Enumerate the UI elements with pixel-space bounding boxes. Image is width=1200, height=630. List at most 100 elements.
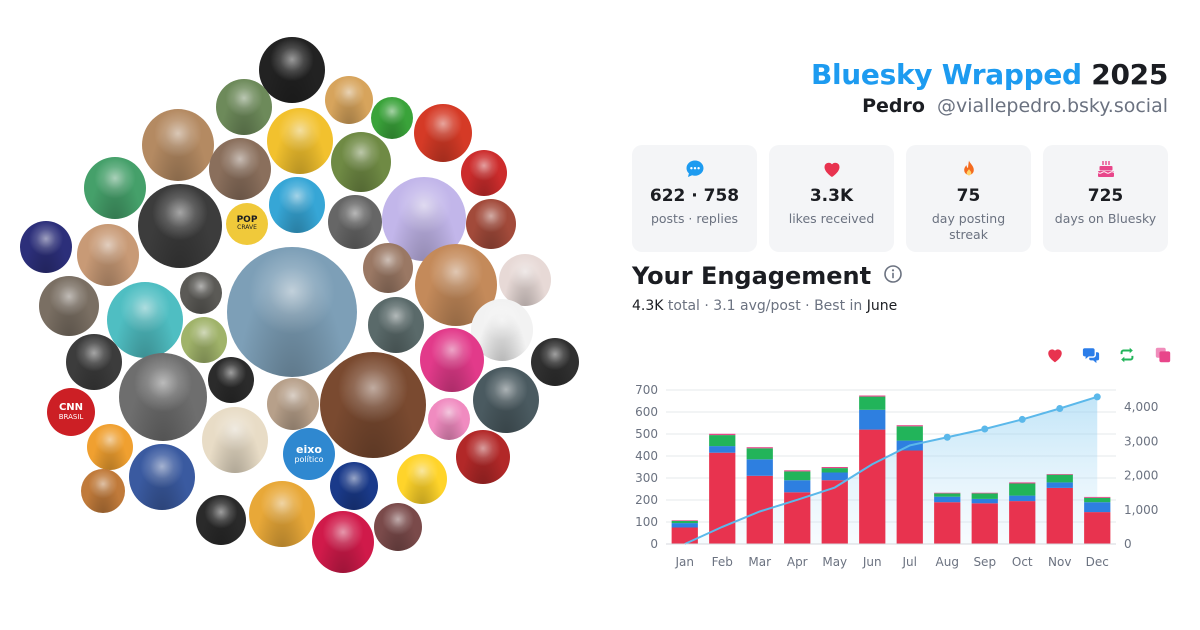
engagement-total-word: total xyxy=(667,298,700,314)
bar-reposts xyxy=(859,396,886,410)
avatar xyxy=(330,462,378,510)
avatar xyxy=(312,511,374,573)
bar-replies xyxy=(934,496,961,503)
bar-quotes xyxy=(1009,482,1036,484)
bar-reposts xyxy=(1046,474,1073,483)
cumulative-point xyxy=(943,433,951,441)
engagement-chart: 0 100 200 300 400 500 600 700 0 1,000 2,000 3,000 4,… xyxy=(635,383,1158,569)
bar-reposts xyxy=(671,520,698,524)
avatar xyxy=(371,97,413,139)
avatar xyxy=(420,328,484,392)
y2-tick-label: 3,000 xyxy=(1124,434,1158,448)
bar-likes xyxy=(1046,487,1073,544)
y2-tick-label: 2,000 xyxy=(1124,469,1158,483)
avatar xyxy=(269,177,325,233)
bar-quotes xyxy=(784,470,811,472)
engagement-best-month: June xyxy=(866,298,898,314)
engagement-title: Your Engagement xyxy=(632,262,903,290)
stat-label: days on Bluesky xyxy=(1054,211,1157,226)
bar-replies xyxy=(859,409,886,430)
year-title: 2025 xyxy=(1091,58,1168,91)
stat-label: day posting streak xyxy=(931,211,1006,242)
bar-replies xyxy=(671,523,698,528)
heart-icon xyxy=(769,159,894,179)
logo-bubble-text: eixo político xyxy=(294,443,324,464)
bar-quotes xyxy=(821,467,848,469)
cumulative-point xyxy=(981,425,989,433)
bar-likes xyxy=(1009,501,1036,544)
bar-likes xyxy=(896,450,923,544)
brand-title: Bluesky Wrapped xyxy=(810,58,1082,91)
cumulative-line xyxy=(684,395,1098,545)
stat-value: 725 xyxy=(1087,186,1124,206)
avatar xyxy=(531,338,579,386)
avatar xyxy=(196,495,246,545)
avatar xyxy=(81,469,125,513)
info-icon[interactable] xyxy=(883,262,903,290)
stats-row: 622 · 758 posts · replies 3.3K likes rec… xyxy=(632,145,1168,252)
bar-reposts xyxy=(971,493,998,499)
engagement-title-text: Your Engagement xyxy=(632,262,872,290)
x-tick-label: Sep xyxy=(973,555,996,569)
bar-reposts xyxy=(896,426,923,441)
avatar xyxy=(374,503,422,551)
avatar xyxy=(202,407,268,473)
avatar xyxy=(84,157,146,219)
engagement-avg: 3.1 avg/post xyxy=(713,298,801,314)
stat-posting-streak: 75 day posting streak xyxy=(906,145,1031,252)
x-tick-label: Feb xyxy=(712,555,733,569)
avatar xyxy=(414,104,472,162)
x-tick-label: Apr xyxy=(787,555,808,569)
bar-replies xyxy=(1084,502,1111,513)
cumulative-point xyxy=(1056,404,1064,412)
avatar xyxy=(267,378,319,430)
user-handle: @viallepedro.bsky.social xyxy=(937,95,1168,117)
avatar xyxy=(20,221,72,273)
reply-icon[interactable] xyxy=(1082,346,1100,364)
avatar xyxy=(181,317,227,363)
avatar xyxy=(267,108,333,174)
y-tick-label: 700 xyxy=(635,383,658,397)
x-tick-label: May xyxy=(822,555,847,569)
avatar xyxy=(180,272,222,314)
avatar xyxy=(216,79,272,135)
bar-likes xyxy=(1084,512,1111,544)
quote-icon[interactable] xyxy=(1154,346,1172,364)
repost-icon[interactable] xyxy=(1118,346,1136,364)
bar-likes xyxy=(671,527,698,544)
bar-quotes xyxy=(1046,474,1073,475)
bar-replies xyxy=(821,472,848,481)
avatar xyxy=(368,297,424,353)
bar-reposts xyxy=(1084,497,1111,503)
avatar xyxy=(87,424,133,470)
logo-bubble: POP CRAVE xyxy=(226,203,268,245)
avatar xyxy=(138,184,222,268)
engagement-summary: 4.3K total · 3.1 avg/post · Best in June xyxy=(632,298,898,314)
heart-icon[interactable] xyxy=(1046,346,1064,364)
bar-likes xyxy=(746,475,773,544)
stat-value: 3.3K xyxy=(809,186,854,206)
logo-bubble-text: CNN BRASIL xyxy=(58,402,84,421)
avatar xyxy=(331,132,391,192)
y-tick-label: 400 xyxy=(635,449,658,463)
bar-quotes xyxy=(1084,496,1111,498)
bar-quotes xyxy=(896,425,923,427)
bar-likes xyxy=(784,492,811,544)
bar-reposts xyxy=(746,448,773,460)
bar-replies xyxy=(709,446,736,453)
bar-replies xyxy=(784,480,811,493)
avatar xyxy=(328,195,382,249)
bar-reposts xyxy=(821,468,848,473)
avatar xyxy=(119,353,207,441)
avatar xyxy=(397,454,447,504)
avatar xyxy=(249,481,315,547)
chart-legend xyxy=(1046,346,1172,364)
stat-likes-received: 3.3K likes received xyxy=(769,145,894,252)
x-tick-label: Dec xyxy=(1086,555,1109,569)
logo-bubble-text: POP CRAVE xyxy=(236,215,258,232)
x-tick-label: Jun xyxy=(862,555,882,569)
header: Bluesky Wrapped 2025 Pedro @viallepedro.… xyxy=(811,58,1168,117)
bar-likes xyxy=(709,452,736,544)
avatar xyxy=(129,444,195,510)
bar-reposts xyxy=(934,493,961,497)
